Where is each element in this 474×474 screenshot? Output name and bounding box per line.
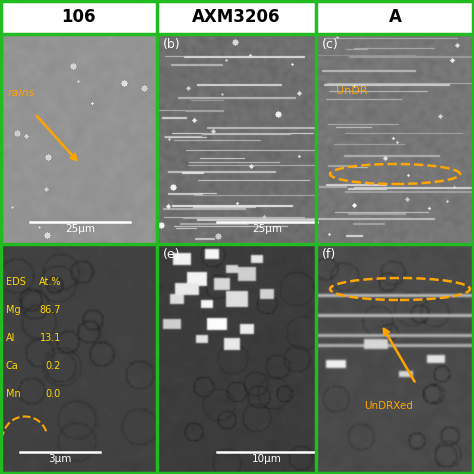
Text: A: A (389, 8, 401, 26)
Text: AXM3206: AXM3206 (192, 8, 281, 26)
Text: 25μm: 25μm (65, 224, 95, 234)
Text: Mg: Mg (6, 305, 21, 315)
Text: (c): (c) (322, 38, 339, 51)
Bar (0, 0, 157, 34)
Text: Mn: Mn (6, 389, 21, 399)
Text: UnDR: UnDR (336, 86, 367, 96)
Text: 0.2: 0.2 (46, 361, 61, 371)
Text: 25μm: 25μm (252, 224, 282, 234)
Text: At.%: At.% (38, 277, 61, 287)
Text: 3μm: 3μm (48, 454, 72, 464)
Text: (b): (b) (163, 38, 181, 51)
Bar (157, 0, 316, 34)
Text: 0.0: 0.0 (46, 389, 61, 399)
Text: 13.1: 13.1 (40, 333, 61, 343)
Text: EDS: EDS (6, 277, 26, 287)
Text: 10μm: 10μm (252, 454, 282, 464)
Text: Ca: Ca (6, 361, 19, 371)
Text: 86.7: 86.7 (39, 305, 61, 315)
Text: UnDRXed: UnDRXed (364, 401, 413, 411)
Text: (f): (f) (322, 248, 336, 261)
Text: 106: 106 (61, 8, 96, 26)
Text: rains: rains (8, 88, 36, 98)
Text: Al: Al (6, 333, 15, 343)
Text: (e): (e) (163, 248, 181, 261)
Bar (316, 0, 474, 34)
